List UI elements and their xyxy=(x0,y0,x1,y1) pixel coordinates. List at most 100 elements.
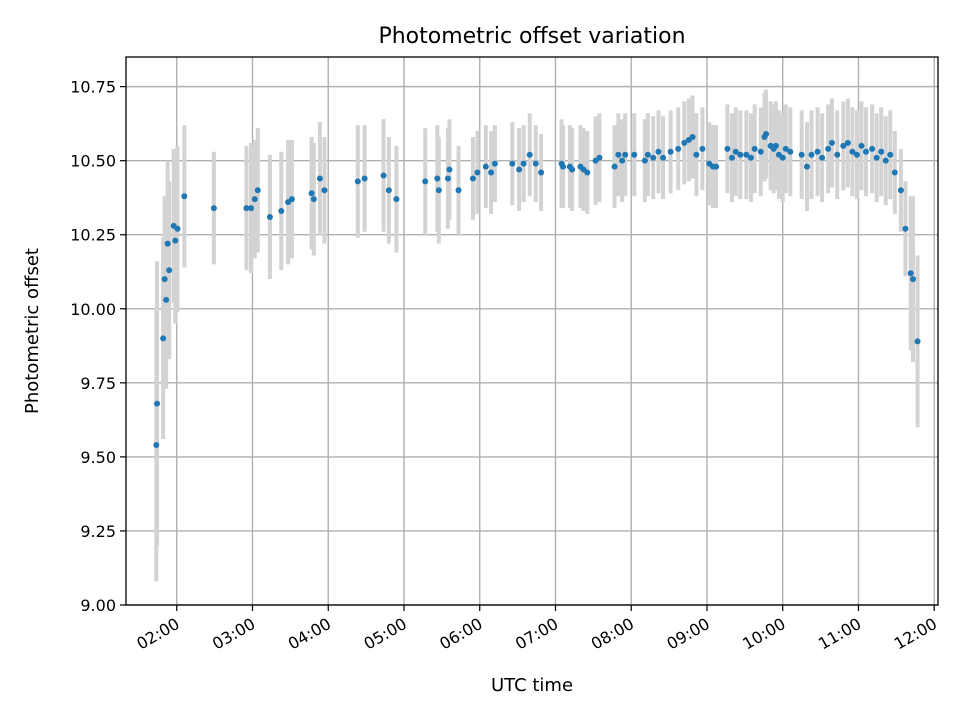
data-point xyxy=(474,169,481,176)
data-point xyxy=(393,196,400,203)
data-point xyxy=(808,151,815,158)
data-point xyxy=(693,151,700,158)
data-point xyxy=(828,139,835,146)
data-point xyxy=(675,145,682,152)
data-point xyxy=(763,131,770,138)
chart-title: Photometric offset variation xyxy=(378,24,685,49)
y-tick-label: 9.25 xyxy=(80,522,116,541)
data-point xyxy=(444,175,451,182)
data-point xyxy=(446,166,453,173)
data-point xyxy=(897,187,904,194)
data-point xyxy=(166,267,173,274)
data-point xyxy=(584,169,591,176)
data-point xyxy=(819,154,826,161)
data-point xyxy=(878,148,885,155)
data-point xyxy=(538,169,545,176)
data-point xyxy=(266,213,273,220)
data-point xyxy=(853,151,860,158)
data-point xyxy=(655,148,662,155)
data-point xyxy=(509,160,516,167)
data-point xyxy=(455,187,462,194)
data-point xyxy=(163,296,170,303)
data-point xyxy=(619,157,626,164)
data-point xyxy=(689,133,696,140)
data-point xyxy=(641,157,648,164)
data-point xyxy=(887,151,894,158)
data-point xyxy=(569,166,576,173)
data-point xyxy=(288,196,295,203)
data-point xyxy=(825,145,832,152)
data-point xyxy=(174,225,181,232)
data-point xyxy=(873,154,880,161)
data-point xyxy=(891,169,898,176)
data-point xyxy=(882,157,889,164)
data-point xyxy=(667,148,674,155)
data-point xyxy=(902,225,909,232)
data-point xyxy=(482,163,489,170)
data-point xyxy=(757,148,764,155)
data-point xyxy=(840,142,847,149)
data-point xyxy=(321,187,328,194)
data-point xyxy=(532,160,539,167)
data-point xyxy=(243,205,250,212)
y-tick-label: 10.00 xyxy=(70,300,116,319)
plot-frame xyxy=(125,56,939,606)
data-point xyxy=(728,154,735,161)
data-point xyxy=(181,193,188,200)
data-point xyxy=(751,145,758,152)
data-point xyxy=(910,276,917,283)
data-point xyxy=(469,175,476,182)
data-point xyxy=(650,154,657,161)
data-point xyxy=(488,169,495,176)
data-point xyxy=(737,151,744,158)
data-point xyxy=(611,163,618,170)
data-point xyxy=(172,237,179,244)
data-points xyxy=(153,131,921,449)
y-tick-label: 9.50 xyxy=(80,448,116,467)
data-point xyxy=(385,187,392,194)
data-point xyxy=(254,187,261,194)
data-point xyxy=(803,163,810,170)
data-point xyxy=(278,208,285,215)
data-point xyxy=(380,172,387,179)
data-point xyxy=(834,151,841,158)
data-point xyxy=(161,276,168,283)
data-point xyxy=(844,139,851,146)
y-axis-label: Photometric offset xyxy=(22,248,43,414)
data-point xyxy=(354,178,361,185)
data-point xyxy=(779,154,786,161)
data-point xyxy=(631,151,638,158)
data-point xyxy=(526,151,533,158)
data-point xyxy=(520,160,527,167)
data-point xyxy=(160,335,167,342)
data-point xyxy=(863,148,870,155)
data-point xyxy=(782,145,789,152)
y-tick-label: 10.25 xyxy=(70,226,116,245)
data-point xyxy=(210,205,217,212)
data-point xyxy=(310,196,317,203)
data-point xyxy=(622,151,629,158)
data-point xyxy=(724,145,731,152)
y-tick-label: 9.00 xyxy=(80,596,116,615)
data-point xyxy=(491,160,498,167)
data-point xyxy=(869,145,876,152)
data-point xyxy=(814,148,821,155)
data-point xyxy=(164,240,171,247)
data-point xyxy=(435,187,442,194)
data-point xyxy=(858,142,865,149)
data-point xyxy=(743,151,750,158)
data-point xyxy=(747,154,754,161)
data-point xyxy=(516,166,523,173)
data-point xyxy=(560,163,567,170)
data-point xyxy=(615,151,622,158)
data-point xyxy=(247,205,254,212)
data-point xyxy=(316,175,323,182)
data-point xyxy=(154,400,161,407)
data-point xyxy=(732,148,739,155)
data-point xyxy=(308,190,315,197)
y-tick-label: 9.75 xyxy=(80,374,116,393)
x-axis-label: UTC time xyxy=(491,675,573,696)
data-point xyxy=(787,148,794,155)
data-point xyxy=(798,151,805,158)
